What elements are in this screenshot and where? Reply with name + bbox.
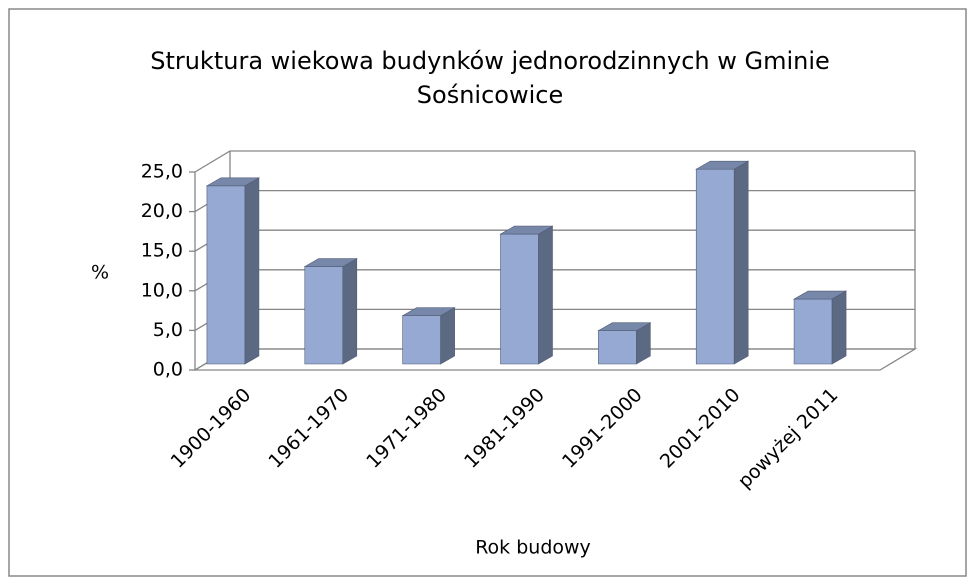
bar-top — [792, 290, 848, 300]
bar-side — [831, 290, 847, 365]
bar-top — [401, 307, 456, 316]
chart-title: Sośnicowice — [417, 81, 563, 109]
bar — [597, 322, 652, 365]
y-tick-label: 10,0 — [141, 279, 183, 301]
bar-front — [793, 298, 833, 365]
bar-side — [440, 307, 455, 365]
bar-side — [244, 177, 260, 365]
bar-front — [402, 315, 441, 365]
bar — [401, 307, 456, 365]
bar-top — [695, 160, 750, 170]
bar-front — [598, 330, 637, 365]
bar-top — [597, 322, 652, 332]
bar — [205, 177, 261, 365]
bar — [499, 225, 554, 365]
bar — [695, 160, 750, 365]
bar-front — [500, 233, 539, 365]
x-axis-title: Rok budowy — [475, 537, 591, 559]
bar-side — [342, 258, 358, 365]
y-tick-label: 5,0 — [153, 319, 183, 341]
bar — [792, 290, 848, 365]
grid-line — [194, 150, 915, 173]
y-tick-label: 0,0 — [153, 359, 183, 381]
bar — [303, 258, 358, 365]
y-tick-label: 20,0 — [141, 200, 183, 222]
bar-top — [303, 258, 358, 267]
y-tick-label: 15,0 — [141, 240, 183, 262]
bar-top — [499, 225, 554, 235]
bar-front — [304, 266, 344, 365]
bar-top — [205, 177, 261, 187]
bar-front — [206, 185, 246, 365]
y-tick-label: 25,0 — [141, 161, 183, 183]
chart-title: Struktura wiekowa budynków jednorodzinny… — [150, 47, 830, 75]
bar-front — [695, 168, 735, 365]
bar-side — [733, 160, 749, 365]
bar-side — [538, 225, 553, 365]
y-axis-title: % — [91, 262, 109, 284]
